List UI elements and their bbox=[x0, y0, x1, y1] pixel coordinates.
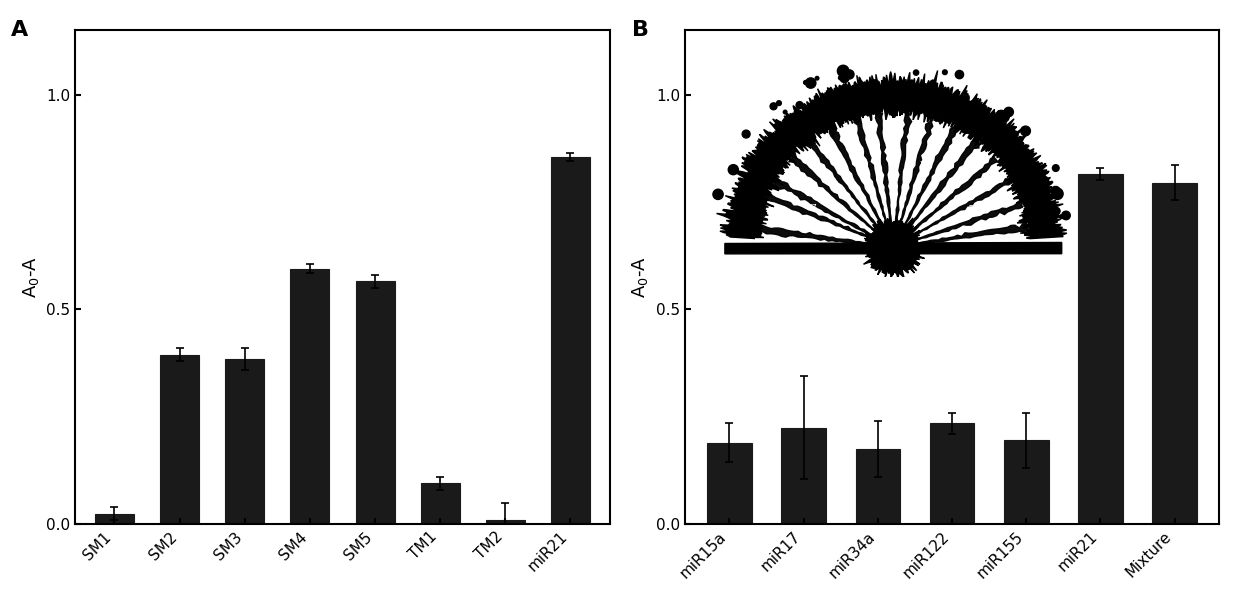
Bar bbox=[420, 483, 460, 524]
Bar bbox=[226, 359, 264, 524]
Bar bbox=[486, 520, 525, 524]
Bar bbox=[1079, 174, 1122, 524]
Bar bbox=[356, 282, 394, 524]
Bar bbox=[930, 423, 975, 524]
Text: A: A bbox=[11, 20, 29, 40]
Bar bbox=[856, 449, 900, 524]
Bar bbox=[707, 442, 751, 524]
Bar bbox=[160, 355, 200, 524]
Y-axis label: A$_0$-A: A$_0$-A bbox=[630, 256, 651, 298]
Bar bbox=[781, 427, 826, 524]
Bar bbox=[95, 514, 134, 524]
Bar bbox=[290, 268, 330, 524]
Y-axis label: A$_0$-A: A$_0$-A bbox=[21, 256, 41, 298]
Text: B: B bbox=[631, 20, 649, 40]
Bar bbox=[551, 157, 590, 524]
Bar bbox=[1004, 441, 1049, 524]
Bar bbox=[1152, 182, 1197, 524]
